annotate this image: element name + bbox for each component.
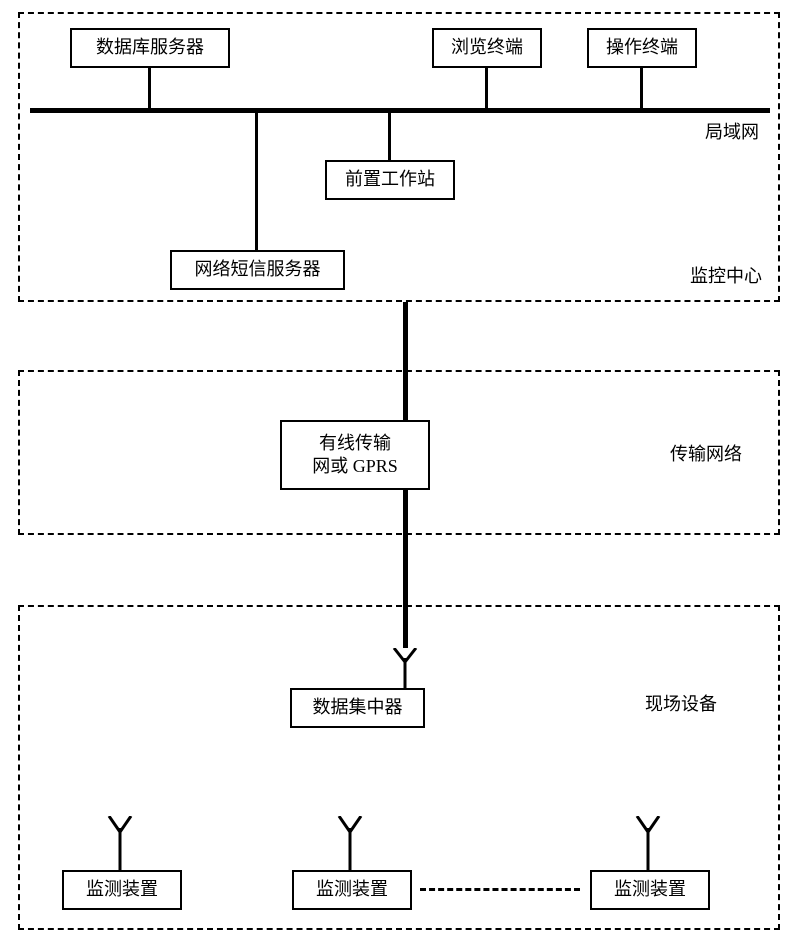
node-db-server-label: 数据库服务器 [96,36,204,59]
stub-db-server [148,68,151,108]
node-browse-terminal: 浏览终端 [432,28,542,68]
node-op-terminal: 操作终端 [587,28,697,68]
trunk-seg2 [403,490,408,648]
label-field-equipment: 现场设备 [645,690,717,716]
node-sms-server: 网络短信服务器 [170,250,345,290]
label-transmission-network: 传输网络 [670,440,742,466]
node-monitor1-label: 监测装置 [86,878,158,901]
node-browse-terminal-label: 浏览终端 [451,36,523,59]
monitors-ellipsis [420,888,580,891]
node-front-ws-label: 前置工作站 [345,168,435,191]
node-concentrator-label: 数据集中器 [313,696,403,719]
node-monitor3: 监测装置 [590,870,710,910]
stub-front-ws [388,111,391,160]
stub-browse-terminal [485,68,488,108]
node-front-ws: 前置工作站 [325,160,455,200]
node-concentrator: 数据集中器 [290,688,425,728]
antenna-monitor3 [633,816,663,872]
antenna-concentrator [390,648,420,690]
node-monitor2-label: 监测装置 [316,878,388,901]
stub-sms-server [255,111,258,250]
node-monitor1: 监测装置 [62,870,182,910]
label-lan: 局域网 [705,118,759,144]
node-sms-server-label: 网络短信服务器 [195,258,321,281]
diagram-canvas: 数据库服务器 浏览终端 操作终端 前置工作站 网络短信服务器 有线传输 网或 G… [0,0,800,947]
trunk-seg1 [403,302,408,420]
node-db-server: 数据库服务器 [70,28,230,68]
antenna-monitor1 [105,816,135,872]
lan-bus [30,108,770,113]
node-op-terminal-label: 操作终端 [606,36,678,59]
node-monitor3-label: 监测装置 [614,878,686,901]
label-monitoring-center: 监控中心 [690,262,762,288]
antenna-monitor2 [335,816,365,872]
stub-op-terminal [640,68,643,108]
node-monitor2: 监测装置 [292,870,412,910]
node-wired-gprs: 有线传输 网或 GPRS [280,420,430,490]
node-wired-gprs-label: 有线传输 网或 GPRS [312,432,398,479]
